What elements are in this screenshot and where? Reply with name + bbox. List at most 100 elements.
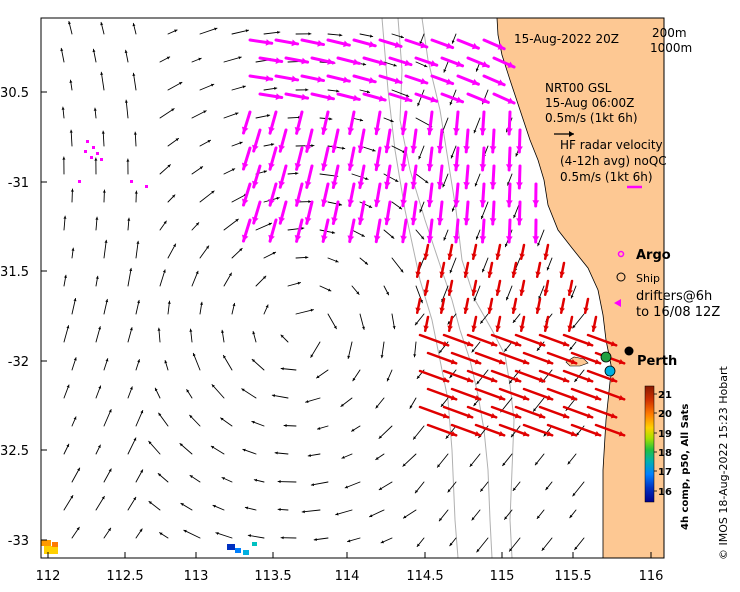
- radar-arrow-magenta: [241, 182, 252, 207]
- radar-arrow-magenta: [352, 38, 377, 48]
- radar-arrow-magenta: [410, 128, 418, 154]
- model-arrow: [307, 453, 321, 458]
- model-arrow: [215, 532, 233, 539]
- model-arrow: [191, 222, 200, 231]
- model-arrow: [71, 526, 80, 539]
- radar-arrow-magenta: [300, 74, 326, 83]
- radar-arrow-magenta: [258, 56, 284, 64]
- model-arrow: [418, 145, 425, 160]
- model-arrow: [295, 32, 312, 36]
- model-arrow: [476, 537, 489, 553]
- model-arrow: [231, 302, 236, 315]
- model-arrow: [70, 188, 74, 203]
- radar-arrow-magenta: [400, 146, 408, 172]
- model-arrow: [212, 504, 225, 511]
- model-arrow: [447, 481, 457, 493]
- radar-arrow-magenta: [248, 38, 274, 46]
- model-arrow: [159, 269, 166, 287]
- model-arrow: [223, 272, 232, 287]
- model-arrow: [95, 275, 99, 287]
- model-arrow: [480, 481, 489, 492]
- radar-arrow-red: [586, 333, 618, 347]
- radar-arrow-red: [570, 423, 602, 437]
- model-arrow: [127, 496, 137, 511]
- model-arrow: [253, 478, 265, 483]
- model-arrow: [199, 83, 215, 91]
- colorbar-ticks: 21 20 19 18 17 16: [654, 390, 672, 498]
- drifter-track-point: [90, 156, 93, 159]
- model-arrow: [512, 313, 521, 324]
- model-arrow: [167, 194, 176, 203]
- model-arrow: [287, 281, 301, 287]
- model-arrow: [244, 506, 257, 511]
- radar-arrow-magenta: [440, 56, 465, 68]
- x-tick-label: 112: [36, 569, 61, 584]
- radar-arrow-red: [519, 279, 526, 296]
- radar-arrow-magenta: [384, 200, 392, 226]
- colorbar-tick-label: 21: [658, 390, 672, 401]
- model-arrow: [413, 341, 417, 358]
- model-arrow: [327, 257, 339, 263]
- radar-arrow-magenta: [410, 200, 418, 226]
- model-arrow: [103, 468, 112, 483]
- model-arrow: [414, 313, 425, 326]
- model-arrow: [310, 341, 321, 358]
- model-arrow: [263, 304, 269, 315]
- model-arrow: [402, 509, 417, 519]
- model-arrow: [61, 106, 65, 119]
- model-arrow: [313, 537, 329, 542]
- model-arrow: [419, 201, 425, 213]
- radar-arrow-red: [498, 351, 530, 365]
- model-arrow: [504, 509, 513, 520]
- model-arrow: [252, 330, 257, 343]
- model-arrow: [95, 326, 102, 343]
- radar-arrow-magenta: [463, 200, 471, 226]
- radar-arrow-magenta: [321, 182, 330, 207]
- radar-arrow-red: [447, 315, 454, 332]
- model-arrow: [417, 89, 425, 107]
- model-arrow: [375, 453, 385, 461]
- model-arrow: [263, 143, 275, 147]
- model-arrow: [159, 56, 171, 63]
- radar-arrow-red: [546, 351, 578, 365]
- model-arrow: [416, 537, 425, 548]
- radar-arrow-magenta: [378, 74, 403, 84]
- model-arrow: [164, 359, 169, 371]
- radar-arrow-red: [498, 423, 530, 437]
- model-arrow: [287, 171, 299, 175]
- y-axis: 30.5 -31 31.5 -32 32.5 -33: [0, 86, 47, 549]
- radar-arrow-magenta: [347, 182, 356, 208]
- model-arrow: [103, 409, 112, 427]
- radar-arrow-red: [466, 333, 498, 347]
- radar-arrow-magenta: [489, 200, 497, 226]
- radar-arrow-red: [591, 315, 598, 332]
- isobath-label-200m: 200m: [652, 26, 687, 40]
- radar-arrow-red: [514, 369, 546, 383]
- model-arrow: [480, 313, 489, 324]
- model-arrow: [436, 453, 449, 468]
- model-arrow: [62, 156, 66, 175]
- radar-arrow-red: [594, 387, 626, 401]
- radar-arrow-magenta: [268, 110, 278, 135]
- radar-arrow-red: [511, 261, 518, 278]
- isobath-1000m: [421, 18, 515, 558]
- radar-arrow-red: [426, 423, 458, 437]
- model-arrow: [133, 131, 137, 147]
- radar-arrow-red: [415, 261, 422, 278]
- radar-arrow-magenta: [304, 128, 314, 153]
- radar-arrow-magenta: [304, 164, 314, 189]
- model-arrow: [103, 298, 109, 315]
- model-arrow: [277, 507, 289, 512]
- model-arrow: [132, 72, 137, 91]
- model-arrow: [359, 201, 373, 208]
- x-tick-label: 114: [335, 569, 360, 584]
- model-arrow: [567, 453, 577, 465]
- radar-arrow-magenta: [347, 110, 356, 136]
- x-axis: 112 112.5 113 113.5 114 114.5 115 115.5 116: [36, 552, 663, 584]
- radar-label-line1: HF radar velocity: [560, 138, 663, 152]
- model-arrow: [440, 397, 449, 408]
- perth-marker: [624, 346, 634, 356]
- model-arrow: [383, 285, 390, 296]
- radar-arrow-magenta: [304, 200, 314, 225]
- model-arrow: [541, 537, 553, 551]
